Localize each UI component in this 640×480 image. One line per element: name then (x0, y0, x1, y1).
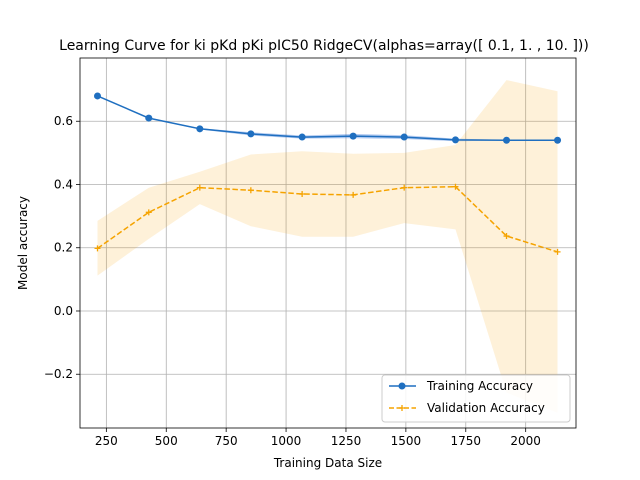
y-axis-label: Model accuracy (16, 196, 30, 290)
data-point (145, 114, 153, 122)
legend-label-validation: Validation Accuracy (427, 401, 545, 415)
y-tick-label: 0.6 (54, 114, 73, 128)
data-point (452, 183, 459, 190)
data-point (299, 190, 306, 197)
legend-marker-validation (399, 405, 405, 411)
x-tick-label: 1500 (391, 434, 422, 448)
chart-title: Learning Curve for ki pKd pKi pIC50 Ridg… (59, 38, 589, 54)
data-point (350, 191, 357, 198)
x-axis-label: Training Data Size (273, 456, 382, 470)
data-point (247, 130, 255, 138)
data-point (400, 133, 408, 141)
plot-frame (79, 57, 577, 429)
series-lines (93, 92, 562, 255)
x-tick-label: 250 (95, 434, 118, 448)
y-tick-label: 0.2 (54, 241, 73, 255)
data-point (554, 136, 562, 144)
legend-marker-training (398, 382, 406, 390)
x-tick-label: 750 (215, 434, 238, 448)
data-point (196, 125, 204, 133)
data-point (503, 136, 511, 144)
grid-lines (80, 58, 576, 428)
data-point (93, 92, 101, 100)
data-point (196, 184, 203, 191)
x-tick-label: 2000 (510, 434, 541, 448)
data-point (451, 136, 459, 144)
data-point (349, 132, 357, 140)
data-point (94, 245, 101, 252)
y-tick-label: −0.2 (44, 367, 73, 381)
data-point (401, 184, 408, 191)
data-point (247, 187, 254, 194)
x-tick-label: 500 (155, 434, 178, 448)
x-tick-label: 1750 (451, 434, 482, 448)
y-tick-label: 0.0 (54, 304, 73, 318)
series-line-1 (97, 185, 558, 253)
confidence-band-1 (97, 80, 558, 413)
x-tick-label: 1000 (271, 434, 302, 448)
legend-label-training: Training Accuracy (426, 379, 533, 393)
data-point (554, 248, 561, 255)
y-tick-label: 0.4 (54, 177, 73, 191)
data-point (503, 233, 510, 240)
legend-box (381, 374, 571, 423)
series-line-0 (97, 95, 558, 141)
data-point (145, 209, 152, 216)
data-point (298, 133, 306, 141)
x-tick-label: 1250 (331, 434, 362, 448)
y-axis-ticks: −0.2 0.0 0.2 0.4 0.6 (44, 114, 80, 381)
legend: Training Accuracy Validation Accuracy (381, 374, 571, 423)
x-axis-ticks: 250 500 750 1000 1250 1500 1750 2000 (95, 428, 541, 448)
